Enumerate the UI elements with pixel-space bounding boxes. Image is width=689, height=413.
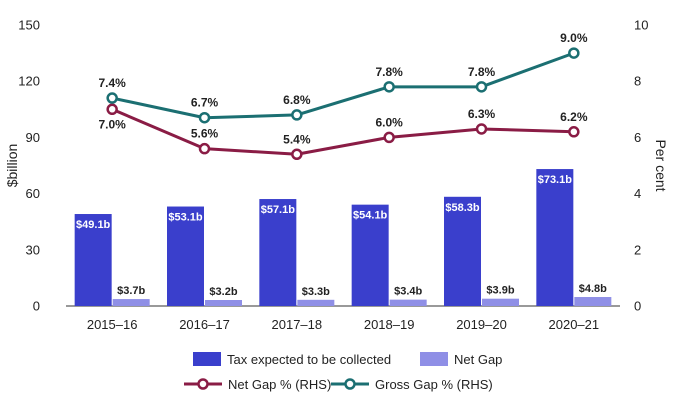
y-tick-label: 60	[26, 186, 40, 201]
bar-net-gap-label: $3.9b	[486, 285, 514, 297]
net-gap-pct-label: 6.3%	[468, 107, 496, 121]
bar-net-gap-label: $3.7b	[117, 285, 145, 297]
gross-gap-pct-point	[568, 47, 580, 59]
bar-net-gap-label: $3.3b	[302, 286, 330, 298]
legend: Tax expected to be collected Net Gap Net G…	[184, 352, 502, 392]
legend-swatch-net-gap	[420, 352, 448, 366]
legend-swatch-tax-expected	[193, 352, 221, 366]
net-gap-pct-point	[475, 123, 488, 135]
bar-tax-expected-label: $73.1b	[538, 174, 573, 186]
y-tick-label: 150	[18, 18, 40, 33]
bar-net-gap	[297, 299, 335, 306]
legend-label-net-gap-pct: Net Gap % (RHS)	[228, 377, 331, 392]
gross-gap-pct-label: 6.8%	[283, 93, 311, 107]
y2-tick-label: 6	[634, 130, 641, 145]
bar-net-gap	[482, 298, 519, 306]
legend-marker-net-gap-pct	[197, 378, 209, 390]
bar-net-gap	[574, 297, 612, 306]
y2-tick-label: 4	[634, 186, 641, 201]
net-gap-pct-label: 7.0%	[98, 117, 126, 131]
bar-tax-expected	[74, 214, 112, 306]
bar-net-gap	[112, 299, 150, 306]
bar-tax-expected	[444, 196, 481, 306]
bar-tax-expected	[536, 169, 574, 306]
y2-tick-label: 0	[634, 299, 641, 314]
lines-layer	[106, 47, 580, 161]
gross-gap-pct-label: 7.4%	[98, 76, 126, 90]
x-tick-label: 2019–20	[456, 317, 507, 332]
net-gap-pct-label: 6.2%	[560, 110, 588, 124]
bars-layer	[74, 169, 612, 306]
net-gap-pct-point	[383, 131, 395, 144]
y2-tick-label: 10	[634, 18, 648, 33]
y-tick-label: 90	[26, 130, 40, 145]
bar-tax-expected	[351, 204, 389, 306]
y-tick-label: 0	[33, 299, 40, 314]
y-axis-title: $billion	[4, 144, 20, 188]
gross-gap-pct-point	[475, 81, 488, 93]
bar-tax-expected-label: $49.1b	[76, 219, 111, 231]
axes-layer: 0 30 60 90 120 150 0 2 4 6 8 10 2015–16 2016–17 2017–1…	[4, 18, 669, 333]
x-tick-label: 2015–16	[87, 317, 138, 332]
bar-tax-expected-label: $58.3b	[445, 202, 480, 214]
legend-marker-gross-gap-pct	[344, 378, 356, 390]
gross-gap-pct-point	[291, 109, 303, 121]
gross-gap-pct-label: 9.0%	[560, 31, 588, 45]
y2-tick-label: 8	[634, 74, 641, 89]
legend-label-net-gap: Net Gap	[454, 352, 502, 367]
gross-gap-pct-label: 7.8%	[375, 65, 403, 79]
net-gap-pct-point	[568, 126, 580, 138]
net-gap-pct-label: 5.4%	[283, 132, 311, 146]
y-tick-label: 120	[18, 74, 40, 89]
y2-tick-label: 2	[634, 242, 641, 257]
gross-gap-pct-point	[106, 92, 118, 104]
net-gap-pct-point	[106, 103, 118, 116]
net-gap-pct-point	[198, 142, 211, 155]
net-gap-pct-label: 6.0%	[375, 115, 403, 129]
y-tick-label: 30	[26, 242, 40, 257]
gross-gap-pct-point	[198, 111, 211, 124]
bar-tax-expected	[167, 206, 204, 306]
bar-net-gap-label: $3.4b	[394, 286, 422, 298]
bar-tax-expected-label: $53.1b	[168, 212, 203, 224]
bar-tax-expected-label: $54.1b	[353, 210, 388, 222]
legend-label-gross-gap-pct: Gross Gap % (RHS)	[375, 377, 493, 392]
gross-gap-pct-label: 6.7%	[191, 96, 219, 110]
bar-tax-expected-label: $57.1b	[261, 204, 296, 216]
bar-net-gap	[205, 300, 242, 306]
gross-gap-pct-point	[383, 81, 395, 93]
x-tick-label: 2016–17	[179, 317, 230, 332]
y2-axis-title: Per cent	[653, 139, 669, 191]
x-tick-label: 2018–19	[364, 317, 415, 332]
x-tick-label: 2017–18	[272, 317, 323, 332]
net-gap-pct-label: 5.6%	[191, 127, 219, 141]
bar-tax-expected	[259, 199, 297, 306]
labels-layer: $49.1b $3.7b $53.1b $3.2b $57.1b $3.3b $54.1b $…	[76, 31, 607, 298]
net-gap-pct-point	[291, 148, 303, 161]
gross-gap-pct-line	[111, 51, 575, 120]
legend-label-tax-expected: Tax expected to be collected	[227, 352, 391, 367]
bar-net-gap-label: $3.2b	[209, 286, 237, 298]
gross-gap-pct-label: 7.8%	[468, 65, 496, 79]
x-tick-label: 2020–21	[549, 317, 600, 332]
net-gap-pct-line	[111, 107, 574, 156]
bar-net-gap	[389, 299, 427, 306]
bar-net-gap-label: $4.8b	[579, 283, 607, 295]
